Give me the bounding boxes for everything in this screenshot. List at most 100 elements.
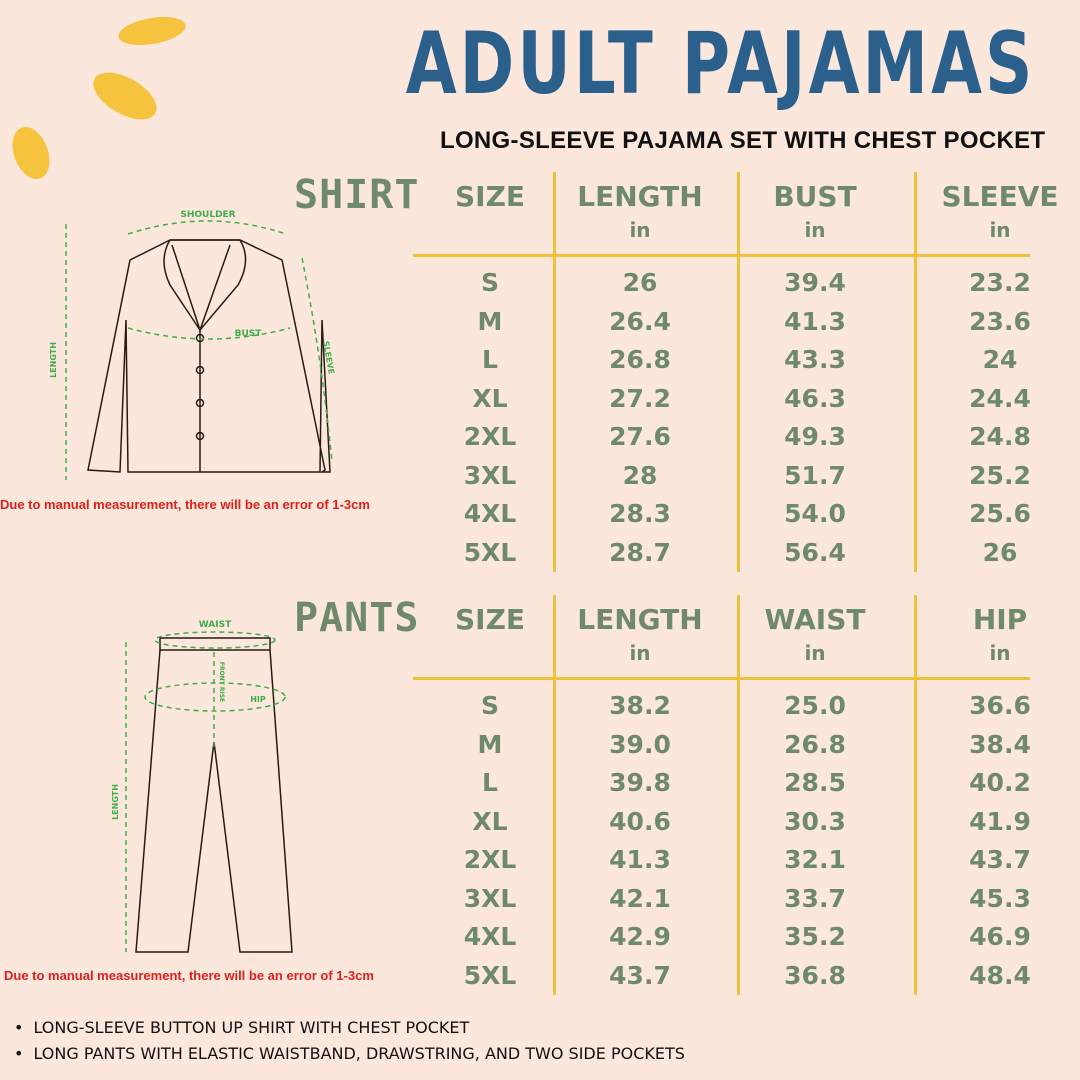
pants-note: Due to manual measurement, there will be… <box>4 968 374 983</box>
table-cell: 35.2 <box>784 922 846 951</box>
table-cell: 39.8 <box>609 768 671 797</box>
table-cell: 43.7 <box>609 960 671 990</box>
table-cell: 39.0 <box>609 729 671 759</box>
shirt-note: Due to manual measurement, there will be… <box>0 497 370 512</box>
table-cell: 30.3 <box>784 806 846 836</box>
table-cell: XL <box>472 383 508 413</box>
front-rise-label: FRONT RISE <box>218 662 225 702</box>
column-unit: in <box>804 218 826 242</box>
pants-label: PANTS <box>294 595 420 641</box>
table-cell: 25.2 <box>969 460 1031 490</box>
table-cell: 5XL <box>463 537 517 567</box>
table-cell: 23.6 <box>969 306 1031 336</box>
shirt-diagram: SHOULDER BUST LENGTH SLEEVE <box>49 210 336 480</box>
table-cell: 36.8 <box>784 960 846 990</box>
decor-blob <box>116 12 188 50</box>
table-cell: S <box>480 691 499 720</box>
table-cell: 27.2 <box>609 383 671 413</box>
decor-blob <box>85 62 165 130</box>
table-cell: 56.4 <box>784 537 846 567</box>
column-unit: in <box>804 641 826 665</box>
column-header: SIZE <box>454 603 525 636</box>
column-divider <box>553 172 556 572</box>
table-cell: 41.9 <box>969 806 1031 836</box>
table-cell: 45.3 <box>969 883 1031 913</box>
table-cell: 26.4 <box>609 306 671 336</box>
column-unit: in <box>989 641 1011 665</box>
table-cell: 26 <box>982 537 1018 567</box>
table-cell: 51.7 <box>784 460 846 490</box>
table-cell: 24.8 <box>969 422 1031 451</box>
column-divider <box>914 172 917 572</box>
table-cell: 2XL <box>463 422 517 451</box>
table-cell: 25.0 <box>784 691 846 720</box>
column-header: BUST <box>773 180 857 213</box>
table-cell: 28.7 <box>609 537 671 567</box>
table-cell: 23.2 <box>969 268 1031 297</box>
table-cell: 46.3 <box>784 383 846 413</box>
table-cell: 48.4 <box>969 960 1031 990</box>
table-cell: 26.8 <box>609 345 671 374</box>
table-cell: 2XL <box>463 845 517 874</box>
table-cell: 40.2 <box>969 768 1031 797</box>
table-cell: 41.3 <box>784 306 846 336</box>
table-cell: 43.7 <box>969 845 1031 874</box>
table-cell: 42.9 <box>609 922 671 951</box>
column-header: LENGTH <box>577 603 703 636</box>
feature-item: LONG-SLEEVE BUTTON UP SHIRT WITH CHEST P… <box>14 1018 685 1044</box>
header-divider <box>413 677 1030 680</box>
table-cell: 5XL <box>463 960 517 990</box>
table-cell: 54.0 <box>784 499 846 528</box>
table-cell: 28.3 <box>609 499 671 528</box>
table-cell: 40.6 <box>609 806 671 836</box>
table-cell: 27.6 <box>609 422 671 451</box>
table-cell: 4XL <box>463 922 517 951</box>
table-cell: 24.4 <box>969 383 1031 413</box>
column-header: SIZE <box>454 180 525 213</box>
column-divider <box>737 595 740 995</box>
table-cell: 4XL <box>463 499 517 528</box>
column-unit: in <box>629 218 651 242</box>
table-cell: 33.7 <box>784 883 846 913</box>
pants-diagram: WAIST FRONT RISE HIP LENGTH <box>111 620 293 953</box>
column-header: LENGTH <box>577 180 703 213</box>
shirt-label: SHIRT <box>294 172 420 218</box>
table-cell: 38.4 <box>969 729 1031 759</box>
table-cell: M <box>477 306 503 336</box>
table-cell: 38.2 <box>609 691 671 720</box>
table-cell: 46.9 <box>969 922 1031 951</box>
table-cell: 26 <box>622 268 658 297</box>
table-cell: 43.3 <box>784 345 846 374</box>
column-divider <box>737 172 740 572</box>
table-cell: 42.1 <box>609 883 671 913</box>
table-cell: 49.3 <box>784 422 846 451</box>
page-subtitle: LONG-SLEEVE PAJAMA SET WITH CHEST POCKET <box>440 127 1046 154</box>
decor-blob <box>5 121 57 185</box>
table-cell: 3XL <box>463 883 517 913</box>
length-label: LENGTH <box>111 784 120 820</box>
feature-list: LONG-SLEEVE BUTTON UP SHIRT WITH CHEST P… <box>14 1018 685 1070</box>
table-cell: 24 <box>982 345 1018 374</box>
column-divider <box>914 595 917 995</box>
table-cell: M <box>477 729 503 759</box>
column-divider <box>553 595 556 995</box>
table-cell: 32.1 <box>784 845 846 874</box>
page-title: ADULT PAJAMAS <box>405 14 1036 114</box>
bust-label: BUST <box>235 329 263 339</box>
table-cell: 28.5 <box>784 768 846 797</box>
table-cell: 26.8 <box>784 729 846 759</box>
column-header: SLEEVE <box>941 180 1059 213</box>
column-unit: in <box>989 218 1011 242</box>
feature-item: LONG PANTS WITH ELASTIC WAISTBAND, DRAWS… <box>14 1044 684 1070</box>
table-cell: 28 <box>622 460 658 490</box>
table-cell: XL <box>472 806 508 836</box>
column-unit: in <box>629 641 651 665</box>
table-cell: L <box>482 768 498 797</box>
table-cell: 41.3 <box>609 845 671 874</box>
hip-label: HIP <box>250 695 266 704</box>
table-cell: 36.6 <box>969 691 1031 720</box>
table-cell: 3XL <box>463 460 517 490</box>
length-label: LENGTH <box>49 342 58 378</box>
table-cell: S <box>480 268 499 297</box>
column-header: WAIST <box>764 603 866 636</box>
